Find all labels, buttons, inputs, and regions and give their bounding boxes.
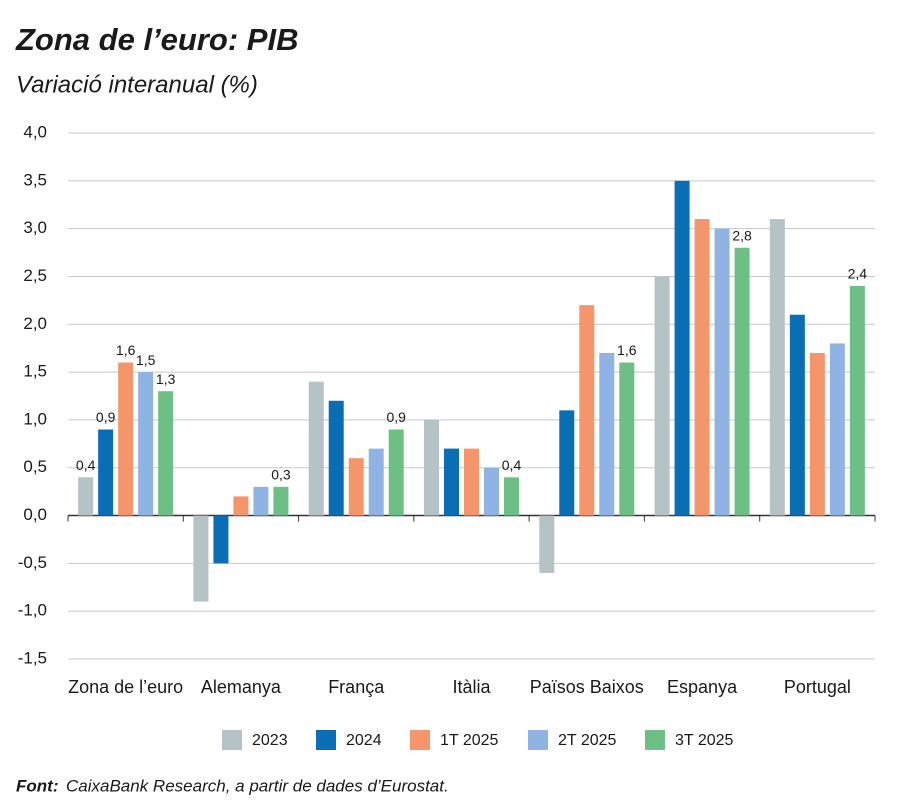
bar <box>348 458 364 516</box>
x-tick-label: Països Baixos <box>530 677 644 697</box>
data-label: 0,9 <box>386 409 406 425</box>
bar <box>444 448 459 516</box>
bar <box>829 343 845 516</box>
legend-swatch <box>222 730 242 750</box>
bar <box>213 515 229 564</box>
x-tick-label: Portugal <box>784 677 851 697</box>
bar <box>328 400 344 516</box>
chart-title: Zona de l’euro: PIB <box>15 22 298 57</box>
bar <box>619 362 635 516</box>
source-label: Font: <box>16 776 58 795</box>
bar <box>769 219 785 516</box>
x-tick-label: Espanya <box>667 677 738 697</box>
legend-swatch <box>410 730 430 750</box>
bar <box>138 372 154 516</box>
bar <box>809 352 825 516</box>
legend-label: 3T 2025 <box>675 732 734 749</box>
data-label: 0,4 <box>76 457 96 473</box>
bar <box>424 419 439 516</box>
y-tick-label: 0,5 <box>23 457 47 476</box>
bar <box>368 448 384 516</box>
data-label: 1,5 <box>136 352 156 368</box>
data-label: 0,4 <box>502 457 522 473</box>
x-tick-label: Itàlia <box>452 677 491 697</box>
bar <box>654 276 670 516</box>
y-tick-label: 0,0 <box>23 505 47 524</box>
data-label: 0,3 <box>271 467 291 483</box>
bar <box>504 477 519 516</box>
bar <box>118 362 134 516</box>
data-label: 1,6 <box>116 342 136 358</box>
bar <box>734 247 750 516</box>
bar <box>849 286 865 516</box>
bar <box>233 496 249 516</box>
bar <box>253 486 269 516</box>
data-label: 0,9 <box>96 409 116 425</box>
x-tick-label: Alemanya <box>201 677 282 697</box>
legend-swatch <box>645 730 665 750</box>
y-tick-label: -1,5 <box>18 648 47 667</box>
bar <box>78 477 94 516</box>
data-label: 2,4 <box>848 266 868 282</box>
bar <box>599 352 615 516</box>
bar <box>273 486 289 516</box>
bar <box>464 448 479 516</box>
y-tick-label: 2,5 <box>23 266 47 285</box>
legend-label: 2024 <box>346 732 382 749</box>
bar <box>308 381 324 516</box>
legend-swatch <box>528 730 548 750</box>
bar <box>193 515 209 602</box>
bar <box>694 219 710 516</box>
legend-swatch <box>316 730 336 750</box>
x-tick-label: Zona de l’euro <box>68 677 183 697</box>
y-tick-label: 3,5 <box>23 170 47 189</box>
bar <box>674 180 690 516</box>
bar <box>484 467 499 516</box>
x-tick-label: França <box>328 677 385 697</box>
bar <box>579 305 595 516</box>
bar <box>539 515 555 573</box>
y-tick-label: 1,0 <box>23 409 47 428</box>
bar <box>559 410 575 516</box>
y-tick-label: 4,0 <box>23 122 47 141</box>
y-tick-label: 2,0 <box>23 314 47 333</box>
legend-label: 1T 2025 <box>440 732 499 749</box>
y-tick-label: -1,0 <box>18 601 47 620</box>
bar <box>714 228 730 516</box>
bar <box>388 429 404 516</box>
y-tick-label: 1,5 <box>23 362 47 381</box>
chart-subtitle: Variació interanual (%) <box>16 71 258 98</box>
data-label: 2,8 <box>732 227 752 243</box>
y-tick-label: -0,5 <box>18 553 47 572</box>
bar <box>98 429 114 516</box>
y-tick-label: 3,0 <box>23 218 47 237</box>
data-label: 1,6 <box>617 342 637 358</box>
source: CaixaBank Research, a partir de dades d’… <box>66 776 449 795</box>
bar <box>158 391 174 516</box>
data-label: 1,3 <box>156 371 176 387</box>
legend-label: 2T 2025 <box>558 732 617 749</box>
legend-label: 2023 <box>252 732 288 749</box>
bar <box>789 314 805 516</box>
